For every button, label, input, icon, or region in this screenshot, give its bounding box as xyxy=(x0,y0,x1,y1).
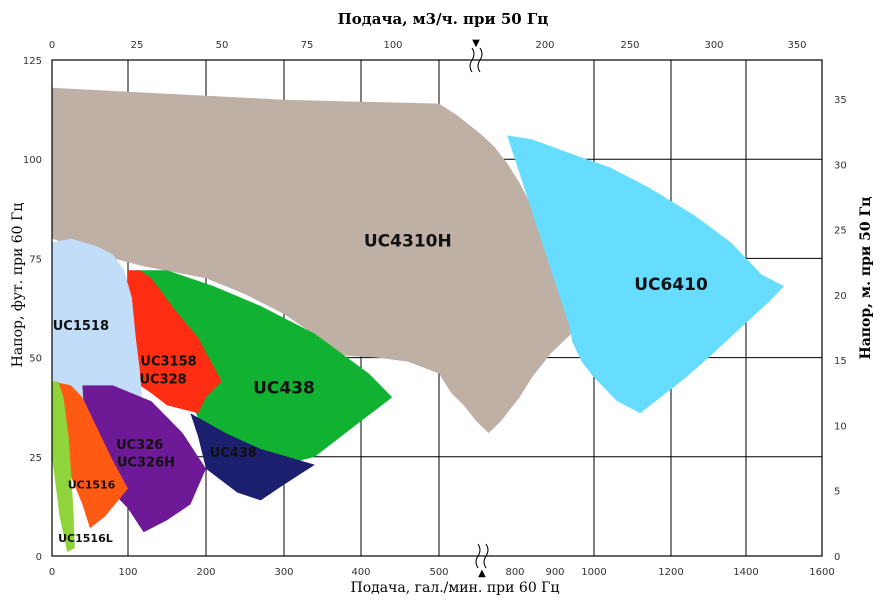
left-tick-label: 50 xyxy=(29,354,42,365)
bottom-tick-label: 900 xyxy=(545,567,564,578)
series-label: UC438 xyxy=(253,378,315,398)
left-tick-label: 25 xyxy=(29,453,42,464)
series-label: UC6410 xyxy=(634,275,708,295)
top-tick-label: 200 xyxy=(535,40,554,51)
series-label: UC438 xyxy=(210,446,257,461)
series-label: UC1518 xyxy=(53,319,109,334)
right-axis-title: Напор, м. при 50 Гц xyxy=(858,197,874,360)
bottom-tick-label: 800 xyxy=(505,567,524,578)
bottom-tick-label: 400 xyxy=(351,567,370,578)
top-tick-label: 0 xyxy=(49,40,55,51)
performance-area xyxy=(52,381,75,552)
bottom-tick-label: 0 xyxy=(49,567,55,578)
performance-areas xyxy=(52,87,784,552)
series-label: UC326H xyxy=(117,456,175,471)
right-tick-label: 30 xyxy=(834,160,847,171)
performance-area xyxy=(82,385,206,533)
plot-border xyxy=(51,59,823,557)
top-tick-label: 250 xyxy=(620,40,639,51)
right-tick-label: 0 xyxy=(834,552,840,563)
bottom-tick-label: 500 xyxy=(429,567,448,578)
series-label: UC4310H xyxy=(364,231,452,251)
axis-break-squiggle xyxy=(469,47,475,73)
axis-break-squiggle xyxy=(483,543,489,569)
right-tick-label: 5 xyxy=(834,487,840,498)
right-tick-label: 25 xyxy=(834,226,847,237)
right-tick-label: 20 xyxy=(834,291,847,302)
bottom-tick-label: 1400 xyxy=(733,567,758,578)
bottom-tick-label: 200 xyxy=(196,567,215,578)
top-tick-label: 25 xyxy=(131,40,144,51)
bottom-tick-label: 1000 xyxy=(581,567,606,578)
series-label: UC1516 xyxy=(68,479,116,492)
top-tick-label: 350 xyxy=(787,40,806,51)
series-label: UC1516L xyxy=(58,532,113,545)
bottom-tick-label: 100 xyxy=(118,567,137,578)
series-label: UC328 xyxy=(139,372,186,387)
performance-area xyxy=(52,87,618,434)
left-tick-label: 75 xyxy=(29,254,42,265)
right-tick-label: 15 xyxy=(834,356,847,367)
bottom-break-marker: ▲ xyxy=(478,568,486,579)
bottom-axis-title: Подача, гал./мин. при 60 Гц xyxy=(351,580,560,596)
top-axis-title: Подача, м3/ч. при 50 Гц xyxy=(338,10,549,28)
bottom-tick-label: 1200 xyxy=(658,567,683,578)
left-axis-title: Напор, фут. при 60 Гц xyxy=(10,203,26,368)
top-break-marker: ▼ xyxy=(472,38,480,49)
axis-break-squiggle xyxy=(475,543,481,569)
series-label: UC326 xyxy=(116,438,163,453)
performance-area xyxy=(128,270,222,414)
series-label: UC3158 xyxy=(140,355,196,370)
left-tick-label: 0 xyxy=(36,552,42,563)
performance-area xyxy=(52,381,128,529)
top-tick-label: 300 xyxy=(704,40,723,51)
right-tick-label: 35 xyxy=(834,95,847,106)
top-tick-label: 75 xyxy=(301,40,314,51)
top-tick-label: 50 xyxy=(216,40,229,51)
performance-area xyxy=(190,413,315,501)
series-labels: UC4310H UC6410 UC438 UC3158 UC328 UC1518 UC326… xyxy=(53,231,708,545)
performance-area xyxy=(52,238,142,418)
top-tick-label: 100 xyxy=(383,40,402,51)
plot-frame xyxy=(51,47,823,569)
bottom-tick-label: 1600 xyxy=(809,567,834,578)
right-tick-label: 10 xyxy=(834,421,847,432)
left-tick-label: 125 xyxy=(23,56,42,67)
axis-break-squiggle xyxy=(477,47,483,73)
left-tick-label: 100 xyxy=(23,155,42,166)
bottom-tick-label: 300 xyxy=(274,567,293,578)
performance-area xyxy=(507,135,784,414)
